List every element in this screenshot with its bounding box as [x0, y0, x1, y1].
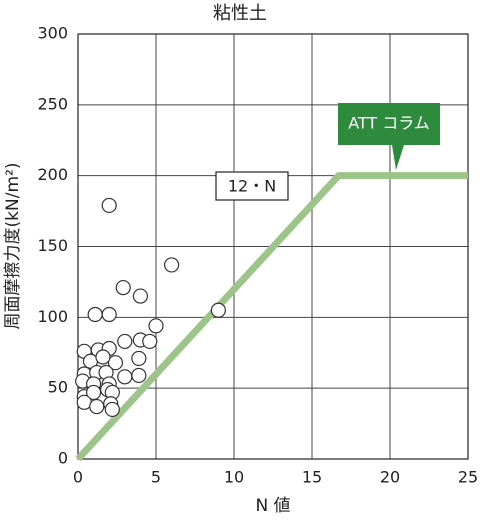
chart-title: 粘性土 [213, 3, 267, 24]
annotation: 12・N [228, 177, 276, 196]
data-point [95, 349, 111, 365]
data-point [148, 318, 164, 334]
data-point [164, 257, 180, 273]
data-point [107, 355, 124, 371]
y-tick-label: 250 [37, 94, 68, 113]
y-tick-label: 100 [37, 307, 68, 326]
y-tick-label: 50 [48, 378, 68, 397]
x-tick-label: 10 [224, 468, 244, 487]
y-tick-label: 300 [37, 24, 68, 43]
annotation-box [215, 171, 289, 201]
callout [338, 103, 440, 170]
annotation: ATT コラム [348, 114, 430, 133]
data-point [104, 401, 120, 418]
y-tick-label: 200 [37, 165, 68, 184]
plot-frame [77, 33, 469, 460]
data-point [89, 398, 105, 415]
data-point [132, 288, 148, 304]
data-point [131, 367, 147, 384]
data-point [117, 333, 133, 350]
data-point [76, 394, 92, 410]
x-tick-label: 15 [302, 468, 322, 487]
data-point [101, 306, 117, 323]
x-tick-label: 25 [458, 468, 478, 487]
x-tick-label: 20 [380, 468, 400, 487]
data-point [142, 333, 158, 350]
data-point [131, 350, 147, 367]
x-tick-label: 0 [73, 468, 83, 487]
data-point [117, 369, 133, 385]
data-point [210, 302, 226, 318]
data-point [101, 197, 117, 214]
y-axis-label: 周面摩擦力度(kN/m²) [3, 163, 23, 330]
x-axis-label: N 値 [255, 496, 290, 516]
att-line [75, 172, 468, 462]
data-point [87, 306, 103, 323]
x-tick-label: 5 [151, 468, 161, 487]
y-tick-label: 150 [37, 236, 68, 255]
y-tick-label: 0 [58, 449, 68, 468]
data-point [115, 279, 131, 296]
